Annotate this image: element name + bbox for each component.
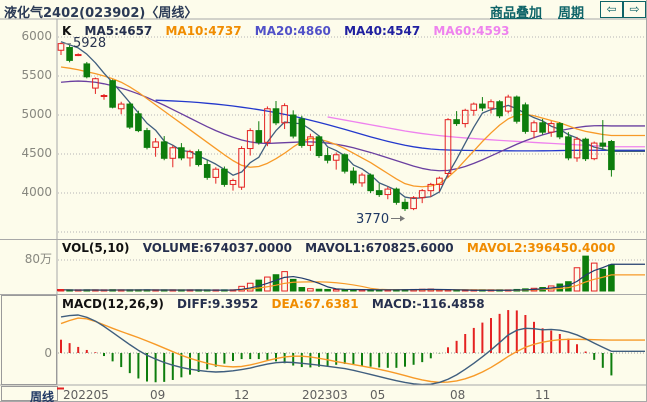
price-tick-4500: 4500 [21,146,52,160]
ma10-value: MA10:4737 [165,24,242,38]
left-arrow-icon: ⇦ [606,2,617,16]
macd-indicator-row: MACD(12,26,9) DIFF:9.3952 DEA:67.6381 MA… [62,297,494,311]
date-label-09: 09 [150,388,166,402]
ma20-value: MA20:4860 [254,24,331,38]
date-label-202303: 202303 [302,388,348,402]
macd-value: MACD:-116.4858 [371,297,485,311]
ma60-value: MA60:4593 [433,24,510,38]
page-title: 液化气2402(023902)〈周线〉 [4,6,198,21]
price-tick-5000: 5000 [21,107,52,121]
right-arrow-icon: ⇨ [629,2,640,16]
price-indicator-row: K MA5:4657 MA10:4737 MA20:4860 MA40:4547… [62,24,519,38]
period-axis-label: 周线 [29,390,54,402]
price-tick-4000: 4000 [21,185,52,199]
period-link[interactable]: 周期 [558,6,585,21]
volume-indicator-row: VOL(5,10) VOLUME:674037.0000 MAVOL1:6708… [62,241,624,255]
dea-value: DEA:67.6381 [271,297,359,311]
price-tick-5500: 5500 [21,68,52,82]
macd-zero-tick: 0 [44,346,52,360]
volume-tick-80wan: 80万 [24,252,52,266]
vol-label: VOL(5,10) [62,241,130,255]
volume-value: VOLUME:674037.0000 [142,241,292,255]
diff-value: DIFF:9.3952 [177,297,259,311]
date-label-05: 05 [370,388,386,402]
price-tick-6000: 6000 [21,29,52,43]
next-arrow-button[interactable]: ⇨ [623,1,646,18]
date-label-12: 12 [234,388,250,402]
mavol1-value: MAVOL1:670825.6000 [305,241,454,255]
prev-arrow-button[interactable]: ⇦ [600,1,623,18]
ma5-value: MA5:4657 [84,24,153,38]
k-label: K [62,24,72,38]
date-label-11: 11 [535,388,551,402]
header-bar: 液化气2402(023902)〈周线〉 商品叠加 周期 ⇦ ⇨ [0,0,647,21]
mavol2-value: MAVOL2:396450.4000 [466,241,616,255]
date-label-08: 08 [450,388,466,402]
ma40-value: MA40:4547 [344,24,421,38]
high-price-annotation: 5928 [73,36,107,51]
low-price-annotation: 3770 [356,212,390,227]
macd-params-label: MACD(12,26,9) [62,297,164,311]
commodity-overlay-link[interactable]: 商品叠加 [490,6,543,21]
date-label-202205: 202205 [63,388,109,402]
